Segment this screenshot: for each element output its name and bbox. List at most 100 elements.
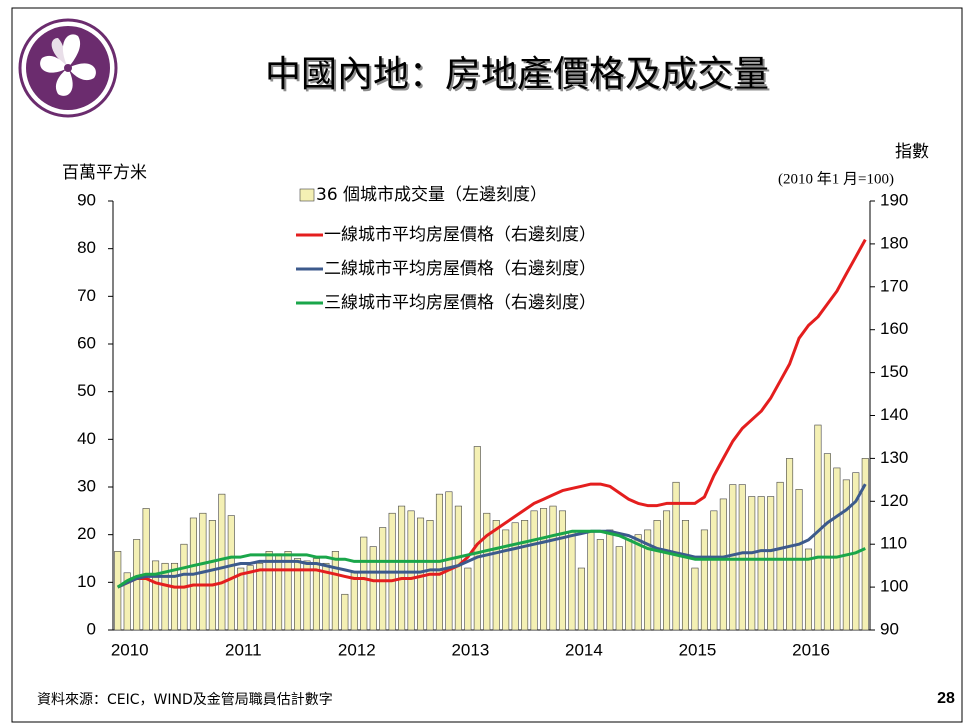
bar bbox=[804, 548, 813, 631]
bar bbox=[540, 508, 548, 631]
y-tick-label: 70 bbox=[77, 286, 96, 305]
bar bbox=[218, 493, 226, 631]
bar bbox=[398, 505, 406, 631]
y-tick-label: 20 bbox=[77, 524, 96, 543]
bar bbox=[625, 539, 633, 631]
bar bbox=[587, 531, 595, 631]
bar bbox=[265, 551, 273, 631]
bar bbox=[331, 551, 339, 631]
bar bbox=[350, 572, 358, 631]
y2-tick-label: 120 bbox=[880, 491, 908, 510]
y2-tick-label: 160 bbox=[880, 319, 908, 338]
x-tick-label: 2015 bbox=[679, 640, 717, 659]
bar bbox=[719, 498, 727, 631]
x-tick-label: 2011 bbox=[225, 640, 262, 659]
bar bbox=[700, 529, 708, 631]
bar bbox=[691, 567, 699, 631]
y2-axis-label: 指數 bbox=[895, 142, 929, 162]
bar bbox=[644, 529, 652, 631]
bar bbox=[767, 496, 775, 631]
bar bbox=[294, 558, 302, 631]
bar bbox=[123, 572, 131, 631]
bar bbox=[492, 520, 500, 631]
y2-tick-label: 110 bbox=[880, 534, 907, 553]
bar bbox=[681, 520, 689, 631]
bar bbox=[729, 484, 737, 631]
line-series bbox=[116, 529, 866, 589]
bar bbox=[369, 546, 377, 631]
y-tick-label: 40 bbox=[77, 429, 96, 448]
x-tick-label: 2013 bbox=[451, 640, 489, 659]
bar bbox=[596, 539, 604, 631]
bar bbox=[558, 510, 566, 631]
bar bbox=[379, 527, 387, 631]
bar bbox=[615, 546, 623, 631]
bar bbox=[521, 520, 529, 631]
bar bbox=[303, 560, 311, 631]
logo bbox=[18, 18, 118, 118]
bar bbox=[653, 520, 661, 631]
bar bbox=[152, 560, 160, 631]
page-number: 28 bbox=[937, 690, 955, 707]
y-axis-label: 百萬平方米 bbox=[62, 163, 147, 183]
bar bbox=[710, 510, 718, 631]
y-tick-label: 80 bbox=[77, 238, 96, 257]
line-series bbox=[117, 238, 867, 589]
bar bbox=[170, 562, 179, 631]
x-tick-label: 2014 bbox=[565, 640, 603, 659]
x-tick-label: 2016 bbox=[792, 640, 830, 659]
legend-swatch bbox=[299, 188, 315, 202]
bar bbox=[776, 481, 784, 631]
bar bbox=[464, 567, 472, 631]
line-series bbox=[117, 483, 867, 589]
y2-tick-label: 100 bbox=[880, 577, 908, 596]
bar bbox=[748, 496, 756, 631]
bar bbox=[483, 512, 491, 631]
bar bbox=[322, 562, 330, 631]
x-tick-label: 2010 bbox=[111, 640, 149, 659]
title-shadow: 中國內地：房地產價格及成交量 bbox=[267, 56, 771, 97]
bar bbox=[786, 458, 794, 631]
bar bbox=[114, 551, 122, 631]
slide-title: 中國內地：房地產價格及成交量 bbox=[265, 54, 769, 95]
bar bbox=[823, 453, 831, 631]
source-note: 資料來源：CEIC，WIND及金管局職員估計數字 bbox=[37, 692, 333, 708]
y2-tick-label: 180 bbox=[880, 233, 908, 252]
bar bbox=[133, 539, 141, 631]
y2-tick-label: 170 bbox=[880, 276, 908, 295]
legend-label: 二線城市平均房屋價格（右邊刻度） bbox=[324, 259, 596, 279]
bar bbox=[577, 567, 585, 631]
bar bbox=[407, 510, 415, 631]
y2-tick-label: 90 bbox=[880, 619, 899, 638]
bar bbox=[284, 551, 292, 631]
bar bbox=[246, 565, 254, 631]
bar bbox=[861, 458, 869, 631]
y-tick-label: 60 bbox=[77, 333, 96, 352]
bar bbox=[511, 522, 519, 631]
bar bbox=[738, 484, 746, 631]
bar bbox=[606, 529, 614, 631]
y2-tick-label: 190 bbox=[880, 190, 908, 209]
bar bbox=[634, 534, 642, 631]
y2-tick-label: 150 bbox=[880, 362, 908, 381]
bar bbox=[142, 508, 150, 631]
legend-label: 三線城市平均房屋價格（右邊刻度） bbox=[324, 293, 596, 313]
legend-label: 36 個城市成交量（左邊刻度） bbox=[316, 185, 547, 205]
y2-axis-note: (2010 年1 月=100) bbox=[778, 170, 894, 187]
bar bbox=[341, 593, 349, 631]
bar bbox=[568, 531, 576, 631]
bar bbox=[360, 536, 368, 631]
bar bbox=[237, 567, 245, 631]
bar bbox=[161, 562, 169, 631]
legend-label: 一線城市平均房屋價格（右邊刻度） bbox=[324, 225, 596, 245]
y-tick-label: 10 bbox=[77, 572, 96, 591]
bar bbox=[530, 510, 538, 631]
bar bbox=[417, 517, 425, 631]
bar bbox=[833, 467, 841, 631]
bar bbox=[473, 446, 481, 631]
x-tick-label: 2012 bbox=[338, 640, 376, 659]
y-tick-label: 0 bbox=[87, 619, 96, 638]
bar bbox=[256, 562, 264, 631]
y-tick-label: 50 bbox=[77, 381, 96, 400]
